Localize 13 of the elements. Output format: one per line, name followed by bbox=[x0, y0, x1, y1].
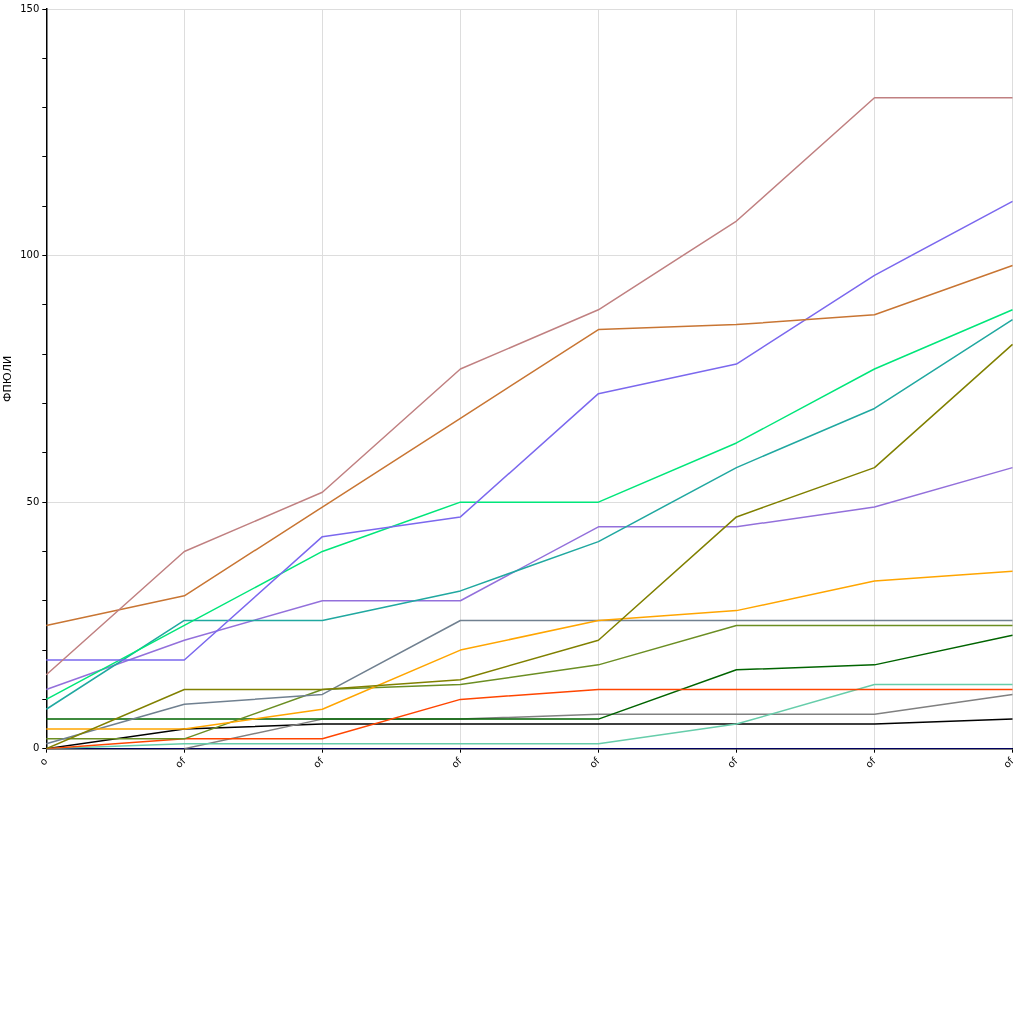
x-tick-label: of bbox=[863, 755, 879, 771]
y-tick-label: 0 bbox=[32, 742, 40, 754]
y-tick-label: 100 bbox=[20, 249, 40, 261]
x-tick-label: of bbox=[725, 755, 741, 771]
y-tick-label: 50 bbox=[26, 495, 40, 507]
y-tick-label: 150 bbox=[20, 2, 40, 14]
x-tick-label: of bbox=[172, 755, 188, 771]
x-tick-label: of bbox=[311, 755, 326, 771]
x-tick-label: of bbox=[449, 755, 464, 771]
x-tick-label: of bbox=[1001, 755, 1017, 771]
x-tick-label: o bbox=[37, 755, 50, 768]
x-tick-label: of bbox=[587, 755, 602, 771]
y-axis-title: ФПЮЛИ bbox=[1, 355, 15, 402]
